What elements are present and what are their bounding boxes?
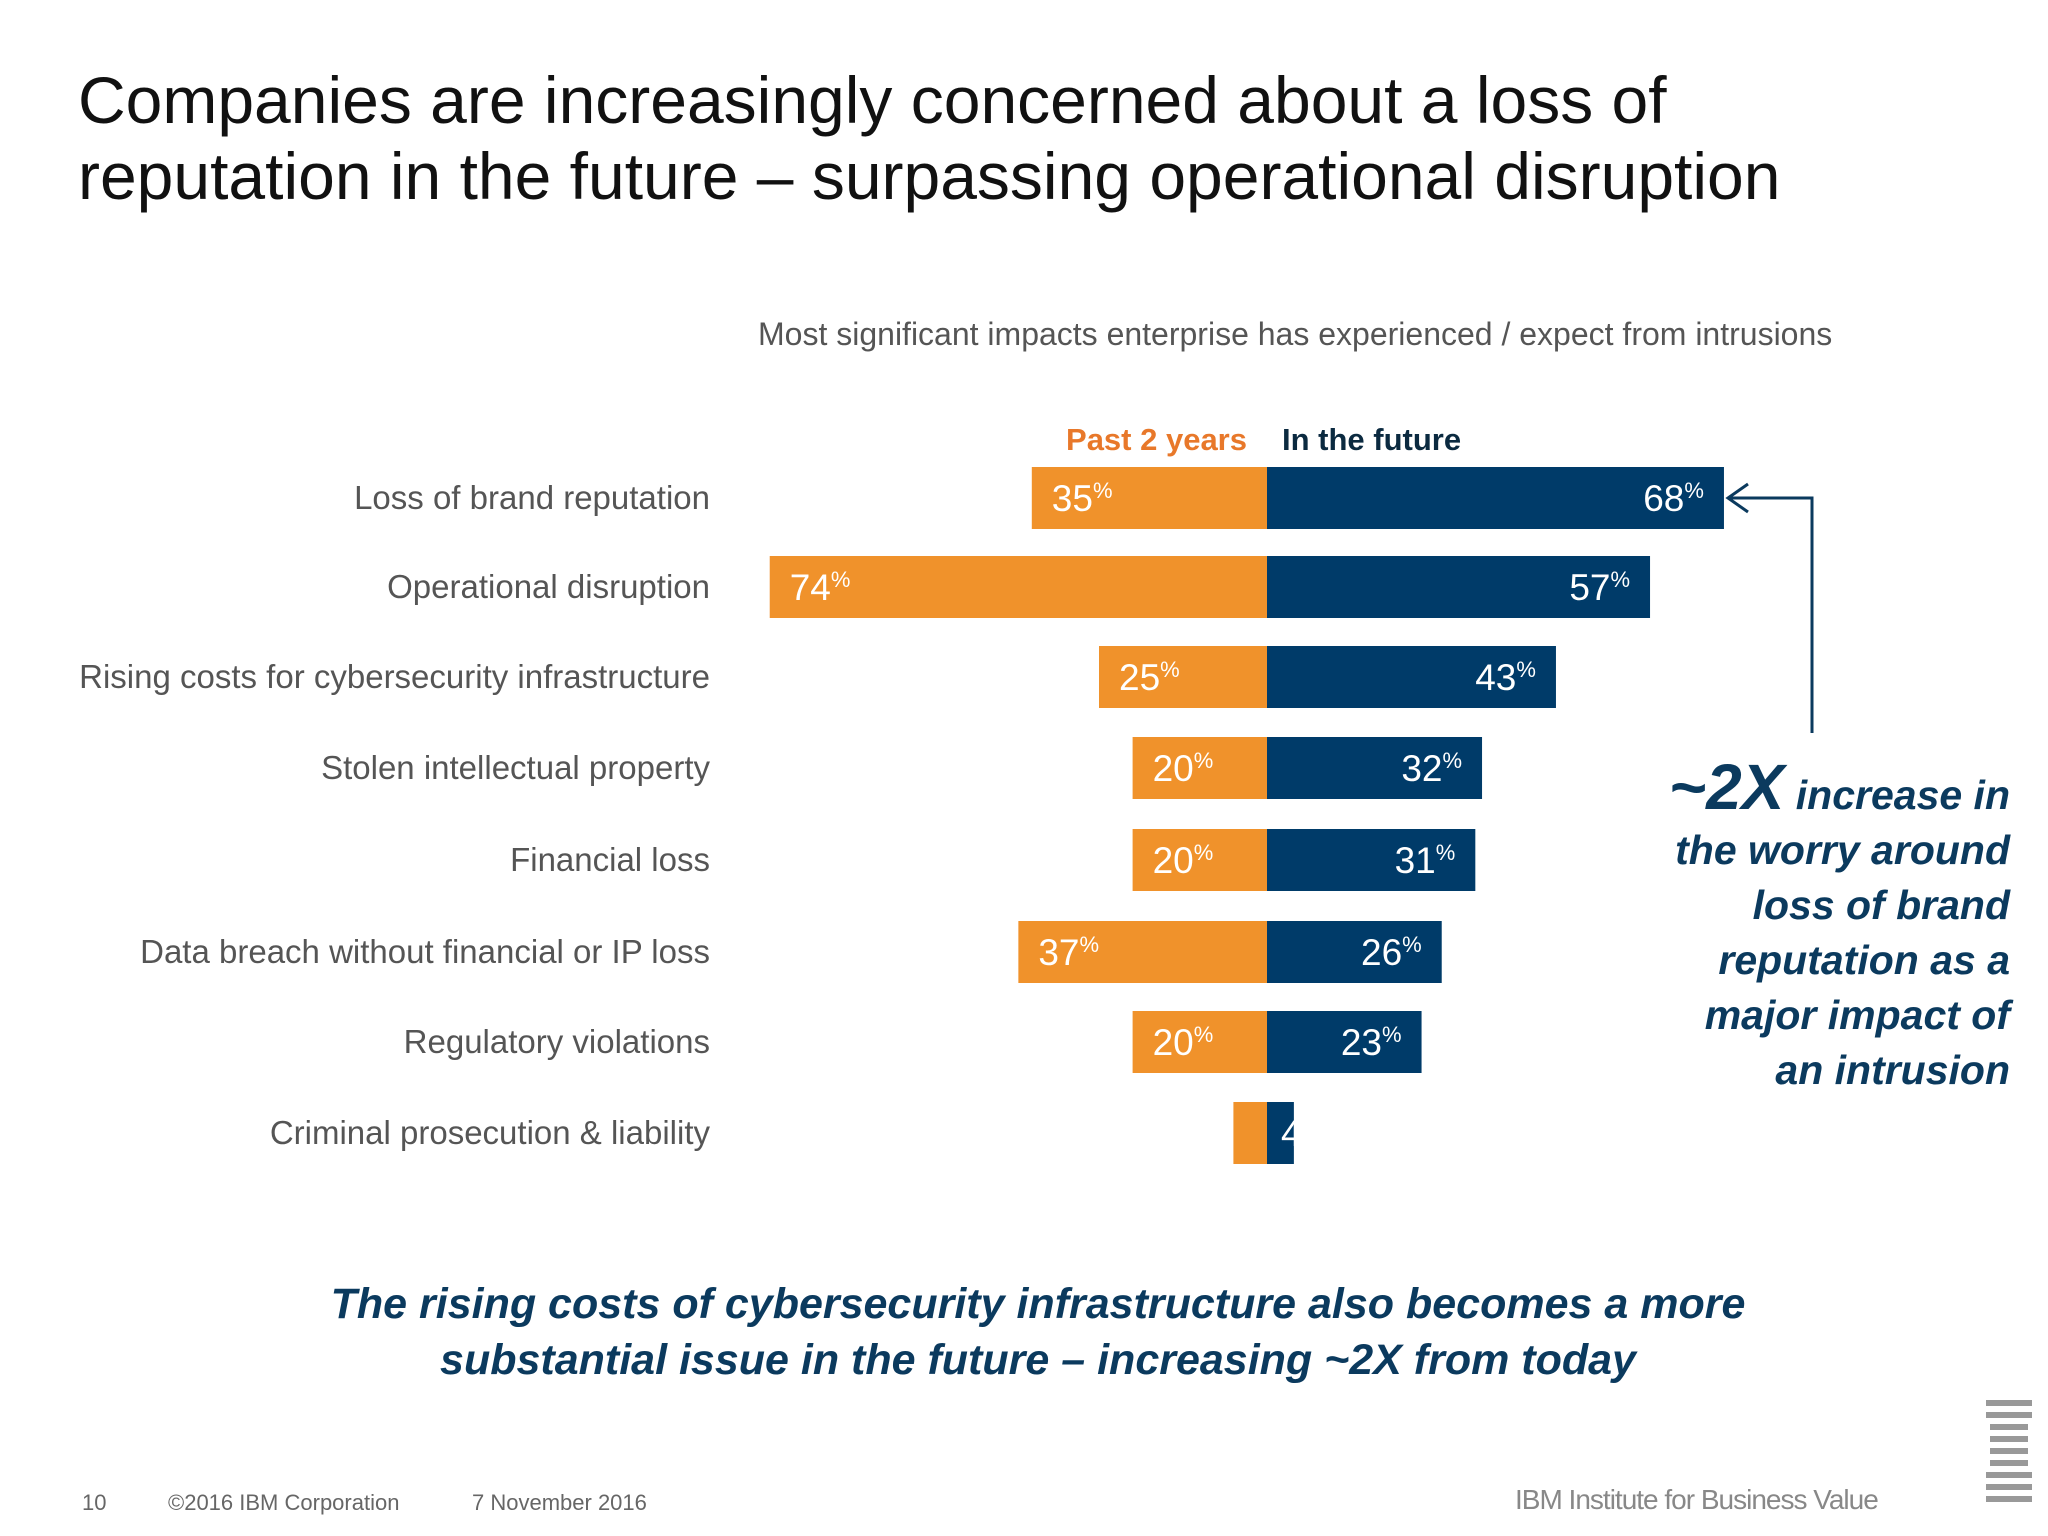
value-label-future: 26%: [1361, 932, 1422, 973]
annotation-line: loss of brand: [1752, 882, 2010, 928]
date: 7 November 2016: [472, 1490, 647, 1515]
title-line: reputation in the future – surpassing op…: [78, 139, 1781, 213]
value-label-past: 20%: [1153, 748, 1214, 789]
value-label-future: 23%: [1341, 1022, 1402, 1063]
annotation-callout: ~2X increase in the worry around loss of…: [1669, 755, 2010, 1098]
bar-future: [1267, 829, 1476, 891]
title-line: Companies are increasingly concerned abo…: [78, 63, 1667, 137]
value-label-future: 68%: [1643, 478, 1704, 519]
category-label: Data breach without financial or IP loss: [140, 933, 710, 970]
takeaway-line: The rising costs of cybersecurity infras…: [330, 1280, 1746, 1328]
bar-past: [1031, 467, 1267, 529]
category-label: Operational disruption: [387, 568, 710, 605]
page-title: Companies are increasingly concerned abo…: [78, 62, 1780, 214]
value-label-future: 31%: [1395, 840, 1456, 881]
legend-past: Past 2 years: [1066, 422, 1247, 457]
value-label-future: 4%: [1281, 1113, 1321, 1154]
annotation-line: the worry around: [1675, 827, 2010, 873]
annotation-line: major impact of: [1704, 992, 2010, 1038]
annotation-line: reputation as a: [1718, 937, 2010, 983]
chart-title: Most significant impacts enterprise has …: [758, 316, 1833, 352]
annotation-arrow-line: [1730, 496, 1814, 733]
category-label: Stolen intellectual property: [321, 749, 710, 786]
category-label: Loss of brand reputation: [354, 479, 710, 516]
arrow-head-icon: [1725, 482, 1749, 514]
value-label-past: 20%: [1153, 1022, 1214, 1063]
bar-past: [1132, 737, 1267, 799]
page-number: 10: [82, 1490, 107, 1515]
bar-future: [1267, 467, 1724, 529]
annotation-big: ~2X: [1668, 751, 1785, 823]
value-label-past: 20%: [1153, 840, 1214, 881]
value-label-future: 43%: [1475, 657, 1536, 698]
copyright: ©2016 IBM Corporation: [168, 1490, 400, 1515]
bar-past: [1233, 1102, 1267, 1164]
bar-past: [1018, 921, 1267, 983]
value-label-past: 5%: [1185, 1113, 1225, 1154]
bar-future: [1267, 737, 1483, 799]
key-takeaway: The rising costs of cybersecurity infras…: [0, 1276, 2048, 1388]
bar-past: [1132, 829, 1267, 891]
value-label-future: 32%: [1401, 748, 1462, 789]
bar-future: [1267, 646, 1556, 708]
bar-past: [1132, 1011, 1267, 1073]
annotation-line: an intrusion: [1775, 1047, 2010, 1093]
category-label: Criminal prosecution & liability: [270, 1114, 711, 1151]
value-label-past: 35%: [1052, 478, 1113, 519]
bar-future: [1267, 1102, 1294, 1164]
category-label: Regulatory violations: [404, 1023, 710, 1060]
takeaway-line: substantial issue in the future – increa…: [440, 1336, 1636, 1384]
annotation-line: increase in: [1795, 772, 2010, 818]
bar-future: [1267, 921, 1442, 983]
brand-name: IBM Institute for Business Value: [1515, 1484, 1879, 1515]
bar-past: [1099, 646, 1267, 708]
ibm-logo: [1986, 1400, 2032, 1502]
value-label-past: 37%: [1038, 932, 1099, 973]
category-label: Financial loss: [510, 841, 710, 878]
bar-future: [1267, 1011, 1422, 1073]
legend-future: In the future: [1282, 422, 1461, 457]
category-label: Rising costs for cybersecurity infrastru…: [79, 658, 710, 695]
bar-future: [1267, 556, 1651, 618]
value-label-past: 25%: [1119, 657, 1180, 698]
value-label-future: 57%: [1569, 567, 1630, 608]
bar-past: [769, 556, 1267, 618]
value-label-past: 74%: [790, 567, 851, 608]
